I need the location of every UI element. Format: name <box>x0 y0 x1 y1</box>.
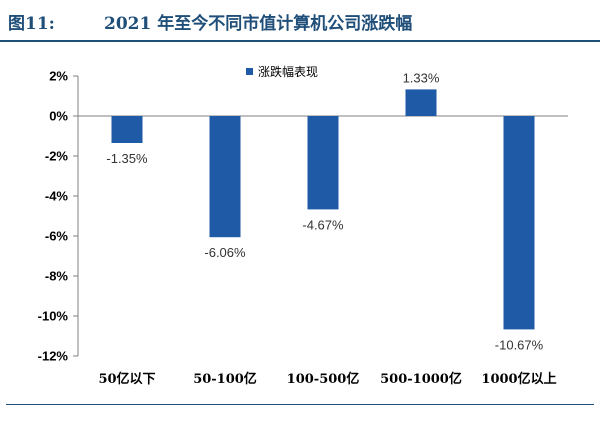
y-tick-label: -6% <box>45 229 69 244</box>
data-label: 1.33% <box>403 70 440 85</box>
y-tick-label: -2% <box>45 149 69 164</box>
y-tick-label: -12% <box>38 349 69 364</box>
x-axis-labels: 50亿以下 50-100亿 100-500亿 500-1000亿 1000亿以上 <box>98 371 556 387</box>
legend-label: 涨跌幅表现 <box>258 64 318 79</box>
data-label: -4.67% <box>302 217 344 232</box>
y-tick-label: -4% <box>45 189 69 204</box>
bar <box>111 116 143 143</box>
x-category-label: 100-500亿 <box>287 371 360 387</box>
y-tick-label: -10% <box>38 309 69 324</box>
data-labels: -1.35% -6.06% -4.67% 1.33% -10.67% <box>106 70 543 352</box>
x-category-label: 1000亿以上 <box>481 371 556 387</box>
x-category-label: 50亿以下 <box>98 371 155 387</box>
top-rule <box>0 40 600 42</box>
bar <box>405 89 437 116</box>
y-tick-label: -8% <box>45 269 69 284</box>
figure-header: 图11: 2021 年至今不同市值计算机公司涨跌幅 <box>0 0 600 40</box>
y-axis: 2% 0% -2% -4% -6% -8% -10% -12% <box>38 69 568 364</box>
legend-swatch <box>246 68 253 75</box>
bars <box>111 89 535 330</box>
x-category-label: 500-1000亿 <box>380 371 462 387</box>
bottom-rule <box>6 404 594 405</box>
data-label: -1.35% <box>106 151 148 166</box>
legend: 涨跌幅表现 <box>246 64 318 79</box>
figure-title: 2021 年至今不同市值计算机公司涨跌幅 <box>104 14 413 34</box>
data-label: -6.06% <box>204 245 246 260</box>
x-category-label: 50-100亿 <box>193 371 257 387</box>
bar <box>209 116 241 238</box>
y-tick-label: 2% <box>49 69 68 84</box>
data-label: -10.67% <box>495 337 544 352</box>
bar-chart: 2% 0% -2% -4% -6% -8% -10% -12% -1.35% -6.06% -4.… <box>38 64 568 387</box>
bar <box>503 116 535 330</box>
figure-label: 图11: <box>8 14 55 34</box>
bar <box>307 116 339 210</box>
y-tick-label: 0% <box>49 109 68 124</box>
